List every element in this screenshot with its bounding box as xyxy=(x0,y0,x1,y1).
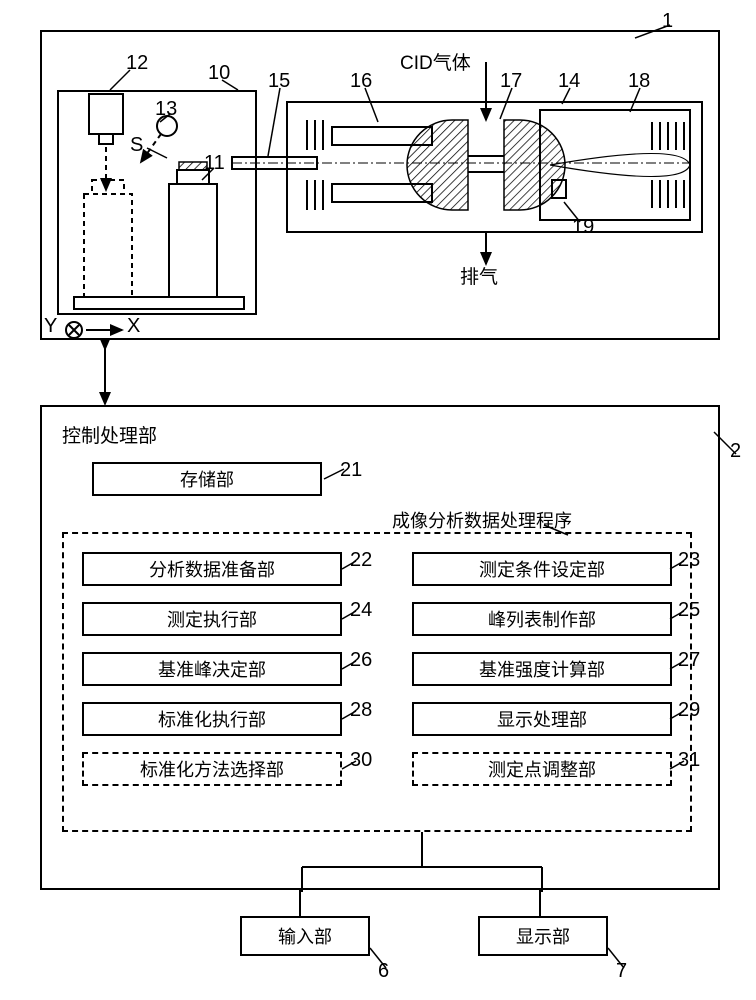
lead-10 xyxy=(220,78,240,93)
lead-23 xyxy=(668,559,686,571)
lead-24 xyxy=(340,609,358,621)
module-28: 标准化执行部 xyxy=(82,702,342,736)
input-unit-label: 输入部 xyxy=(278,923,332,949)
cpu-title: 控制处理部 xyxy=(62,426,157,447)
module-29: 显示处理部 xyxy=(412,702,672,736)
label-31: 测定点调整部 xyxy=(488,756,596,782)
lead-21 xyxy=(322,467,347,482)
lead-27 xyxy=(668,659,686,671)
lead-1 xyxy=(630,20,690,40)
module-25: 峰列表制作部 xyxy=(412,602,672,636)
lead-15 xyxy=(266,86,286,158)
apparatus-system: Y X xyxy=(40,30,720,340)
display-unit-label: 显示部 xyxy=(516,923,570,949)
label-26: 基准峰决定部 xyxy=(158,656,266,682)
lead-19 xyxy=(562,200,582,225)
lead-13 xyxy=(158,112,173,124)
lead-28 xyxy=(340,709,358,721)
lead-29 xyxy=(668,709,686,721)
exhaust-label: 排气 xyxy=(460,262,498,289)
label-28: 标准化执行部 xyxy=(158,706,266,732)
lead-22 xyxy=(340,559,358,571)
display-unit-box: 显示部 xyxy=(478,916,608,956)
lead-sample xyxy=(145,146,170,161)
lead-16 xyxy=(360,86,380,124)
lead-17 xyxy=(498,86,518,121)
module-23: 测定条件设定部 xyxy=(412,552,672,586)
x-axis-label: X xyxy=(127,315,140,338)
label-24: 测定执行部 xyxy=(167,606,257,632)
storage-module: 存储部 xyxy=(92,462,322,496)
lead-14 xyxy=(560,86,575,106)
lead-12 xyxy=(108,68,133,93)
module-30: 标准化方法选择部 xyxy=(82,752,342,786)
lead-6 xyxy=(368,946,388,971)
module-22: 分析数据准备部 xyxy=(82,552,342,586)
module-31: 测定点调整部 xyxy=(412,752,672,786)
bus-connector xyxy=(95,340,115,405)
storage-label: 存储部 xyxy=(180,466,234,492)
lead-26 xyxy=(340,659,358,671)
label-29: 显示处理部 xyxy=(497,706,587,732)
label-23: 测定条件设定部 xyxy=(479,556,605,582)
lead-11 xyxy=(200,166,215,181)
y-axis-label: Y xyxy=(44,315,57,338)
sample-label: S xyxy=(130,134,143,157)
ion-source-box xyxy=(57,90,257,315)
bottom-bus xyxy=(240,890,640,920)
lead-18 xyxy=(628,86,643,114)
lead-25 xyxy=(668,609,686,621)
label-30: 标准化方法选择部 xyxy=(140,756,284,782)
cid-gas-label: CID气体 xyxy=(400,48,471,75)
control-processing-unit: 控制处理部 存储部 21 成像分析数据处理程序 分析数据准备部 测定执行部 基准… xyxy=(40,405,720,890)
module-24: 测定执行部 xyxy=(82,602,342,636)
label-27: 基准强度计算部 xyxy=(479,656,605,682)
input-unit-box: 输入部 xyxy=(240,916,370,956)
lead-31 xyxy=(668,759,686,771)
module-26: 基准峰决定部 xyxy=(82,652,342,686)
lead-2 xyxy=(712,430,742,460)
label-22: 分析数据准备部 xyxy=(149,556,275,582)
bus-svg xyxy=(42,832,722,892)
lead-7 xyxy=(606,946,626,971)
ion-source-svg xyxy=(59,92,259,317)
label-25: 峰列表制作部 xyxy=(488,606,596,632)
lead-30 xyxy=(340,759,358,771)
module-27: 基准强度计算部 xyxy=(412,652,672,686)
